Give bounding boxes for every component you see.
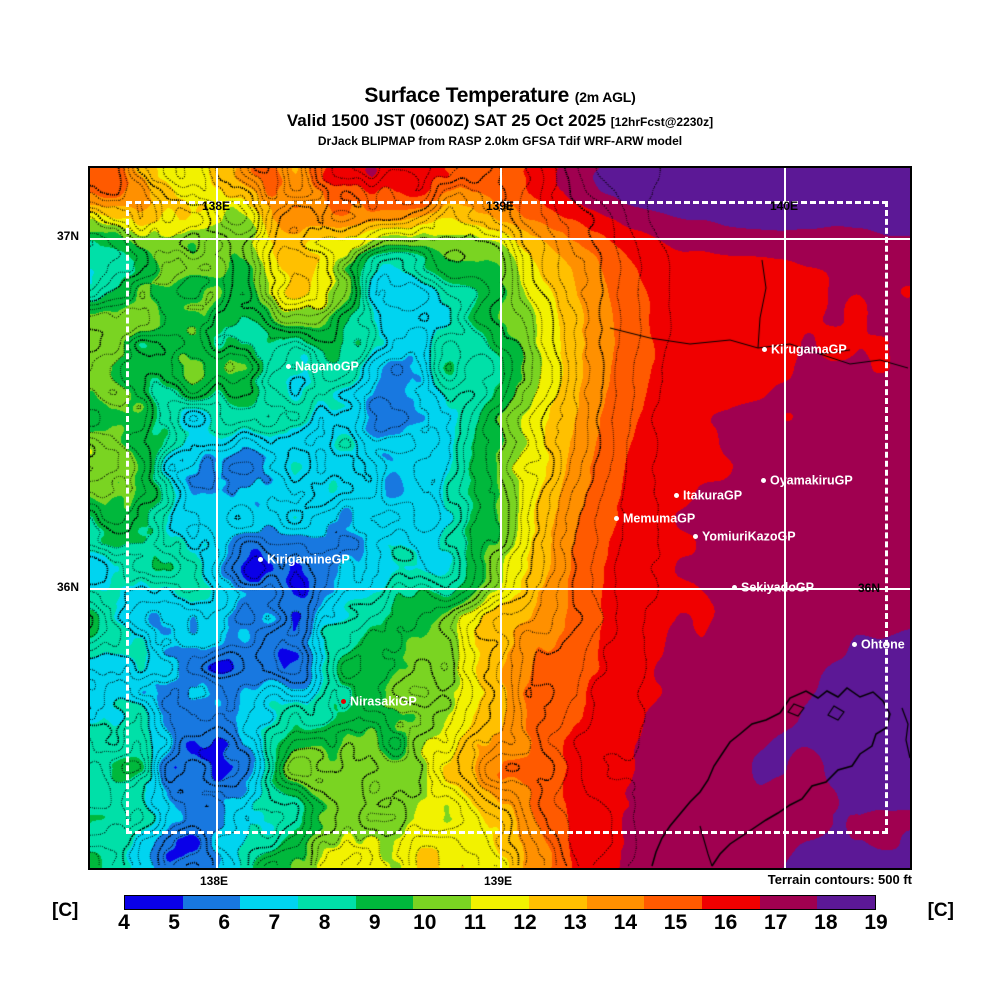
colorbar-band-4 — [355, 896, 414, 909]
axis-lon-label-138e: 138E — [199, 874, 229, 888]
colorbar-tick-8: 8 — [318, 911, 331, 934]
colorbar-band-2 — [240, 896, 299, 909]
map-lat-label-36n-right: 36N — [858, 581, 881, 595]
title-block: Surface Temperature (2m AGL) Valid 1500 … — [0, 84, 1000, 149]
station-marker-icon — [674, 493, 679, 499]
colorbar-tick-10: 10 — [413, 911, 437, 934]
station-marker-icon — [762, 347, 767, 353]
station-marker-icon — [693, 534, 698, 540]
station-marker-icon — [341, 699, 346, 705]
colorbar-unit-right: [C] — [927, 900, 954, 921]
colorbar-band-1 — [182, 896, 241, 909]
colorbar-tick-12: 12 — [513, 911, 537, 934]
colorbar-tick-9: 9 — [368, 911, 381, 934]
station-label: SekiyadoGP — [741, 580, 814, 595]
axis-lat-label-37n: 37N — [56, 229, 80, 243]
station-label: FujigaoraGP — [393, 869, 467, 870]
colorbar-band-11 — [759, 896, 818, 909]
colorbar-band-5 — [413, 896, 472, 909]
colorbar-tick-labels: 4 5 6 7 8 9 10 11 12 13 14 15 16 17 18 19 — [118, 911, 888, 935]
colorbar-band-9 — [644, 896, 702, 909]
station-label: KirugamaGP — [771, 342, 847, 357]
colorbar-tick-18: 18 — [814, 911, 838, 934]
station-fujigaora[interactable]: FujigaoraGP — [384, 869, 467, 870]
colorbar-band-0 — [125, 896, 183, 909]
map-lon-label-140e: 140E — [769, 199, 799, 213]
axis-lon-label-139e: 139E — [483, 874, 513, 888]
station-marker-icon — [761, 478, 766, 484]
station-marker-icon — [852, 642, 857, 648]
station-label: Ohtone — [861, 637, 905, 652]
station-label: NirasakiGP — [350, 694, 417, 709]
colorbar-tick-5: 5 — [168, 911, 180, 934]
colorbar-band-8 — [586, 896, 645, 909]
colorbar-tick-6: 6 — [218, 911, 231, 934]
station-kirigamine[interactable]: KirigamineGP — [258, 553, 350, 566]
station-label: ItakuraGP — [683, 488, 743, 503]
forecast-hour-text: [12hrFcst@2230z] — [610, 115, 714, 129]
station-label: NaganoGP — [295, 359, 359, 374]
colorbar-tick-16: 16 — [713, 911, 738, 934]
station-nagano[interactable]: NaganoGP — [286, 360, 359, 373]
map-frame[interactable]: 138E 139E 140E 36N NaganoGP KirigamineGP… — [88, 166, 912, 870]
colorbar-tick-7: 7 — [268, 911, 281, 934]
terrain-contour-note: Terrain contours: 500 ft — [767, 872, 912, 887]
colorbar-tick-11: 11 — [463, 911, 487, 934]
title-valid-line: Valid 1500 JST (0600Z) SAT 25 Oct 2025 [… — [0, 110, 1000, 133]
colorbar-band-6 — [471, 896, 529, 909]
title-level-text: (2m AGL) — [574, 89, 636, 105]
station-marker-icon — [286, 364, 291, 370]
station-yomiurikazo[interactable]: YomiuriKazoGP — [693, 530, 796, 543]
graticule-lon-140e — [784, 168, 786, 868]
model-source-text: DrJack BLIPMAP from RASP 2.0km GFSA Tdif… — [317, 134, 683, 148]
title-main-text: Surface Temperature — [364, 84, 570, 107]
station-sekiyado[interactable]: SekiyadoGP — [732, 581, 814, 594]
colorbar-tick-13: 13 — [563, 911, 587, 934]
colorbar-legend: 4 5 6 7 8 9 10 11 12 13 14 15 16 17 18 19 — [0, 892, 1000, 935]
colorbar-tick-17: 17 — [764, 911, 788, 934]
station-memuma[interactable]: MemumaGP — [614, 512, 695, 525]
colorbar-band-3 — [298, 896, 356, 909]
station-ohtone[interactable]: Ohtone — [852, 638, 905, 651]
colorbar-band-10 — [701, 896, 760, 909]
station-oyamakiru[interactable]: OyamakiruGP — [761, 474, 853, 487]
map-lon-label-138e: 138E — [201, 199, 231, 213]
axis-lat-label-36n: 36N — [56, 580, 80, 594]
station-label: OyamakiruGP — [770, 473, 853, 488]
station-marker-icon — [732, 585, 737, 591]
colorbar-band-12 — [817, 896, 875, 909]
colorbar-tick-4: 4 — [118, 911, 130, 934]
colorbar-tick-19: 19 — [864, 911, 888, 934]
station-kirugama[interactable]: KirugamaGP — [762, 343, 847, 356]
colorbar-tick-14: 14 — [613, 911, 638, 934]
station-label: YomiuriKazoGP — [702, 529, 796, 544]
station-itakura[interactable]: ItakuraGP — [674, 489, 742, 502]
valid-time-text: Valid 1500 JST (0600Z) SAT 25 Oct 2025 — [286, 111, 606, 130]
station-marker-icon — [258, 557, 263, 563]
graticule-lon-138e — [216, 168, 218, 868]
station-label: KirigamineGP — [267, 552, 350, 567]
colorbar-tick-15: 15 — [663, 911, 688, 934]
colorbar-bands[interactable] — [124, 895, 876, 910]
graticule-lon-139e — [500, 168, 502, 868]
colorbar-band-7 — [528, 896, 587, 909]
station-marker-icon — [614, 516, 619, 522]
page-title: Surface Temperature (2m AGL) — [0, 84, 1000, 109]
station-label: MemumaGP — [623, 511, 696, 526]
station-nirasaki[interactable]: NirasakiGP — [341, 695, 417, 708]
map-lon-label-139e: 139E — [485, 199, 515, 213]
colorbar-unit-left: [C] — [52, 900, 79, 921]
